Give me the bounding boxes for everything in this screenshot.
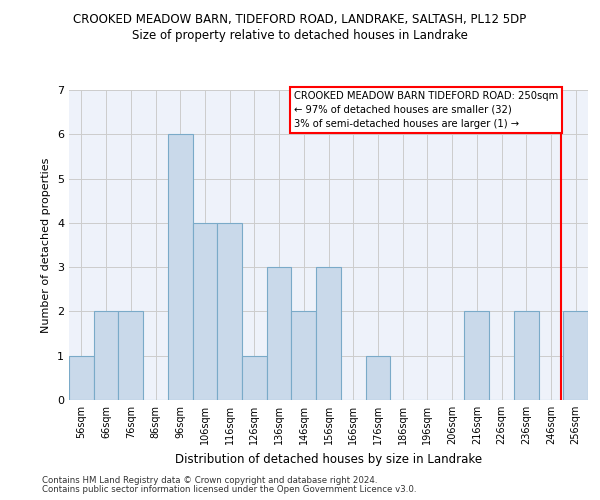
Bar (267, 267, 292, 400)
Bar (242, 356, 267, 400)
X-axis label: Distribution of detached houses by size in Landrake: Distribution of detached houses by size … (175, 452, 482, 466)
Bar (217, 223, 242, 400)
Text: Size of property relative to detached houses in Landrake: Size of property relative to detached ho… (132, 29, 468, 42)
Bar (464, 312, 489, 400)
Bar (563, 312, 588, 400)
Text: Contains public sector information licensed under the Open Government Licence v3: Contains public sector information licen… (42, 485, 416, 494)
Text: CROOKED MEADOW BARN, TIDEFORD ROAD, LANDRAKE, SALTASH, PL12 5DP: CROOKED MEADOW BARN, TIDEFORD ROAD, LAND… (73, 12, 527, 26)
Bar (514, 312, 539, 400)
Bar (94, 312, 118, 400)
Text: CROOKED MEADOW BARN TIDEFORD ROAD: 250sqm
← 97% of detached houses are smaller (: CROOKED MEADOW BARN TIDEFORD ROAD: 250sq… (294, 91, 558, 129)
Bar (193, 223, 217, 400)
Y-axis label: Number of detached properties: Number of detached properties (41, 158, 52, 332)
Text: Contains HM Land Registry data © Crown copyright and database right 2024.: Contains HM Land Registry data © Crown c… (42, 476, 377, 485)
Bar (365, 356, 390, 400)
Bar (118, 312, 143, 400)
Bar (292, 312, 316, 400)
Bar (69, 356, 94, 400)
Bar (316, 267, 341, 400)
Bar (168, 134, 193, 400)
